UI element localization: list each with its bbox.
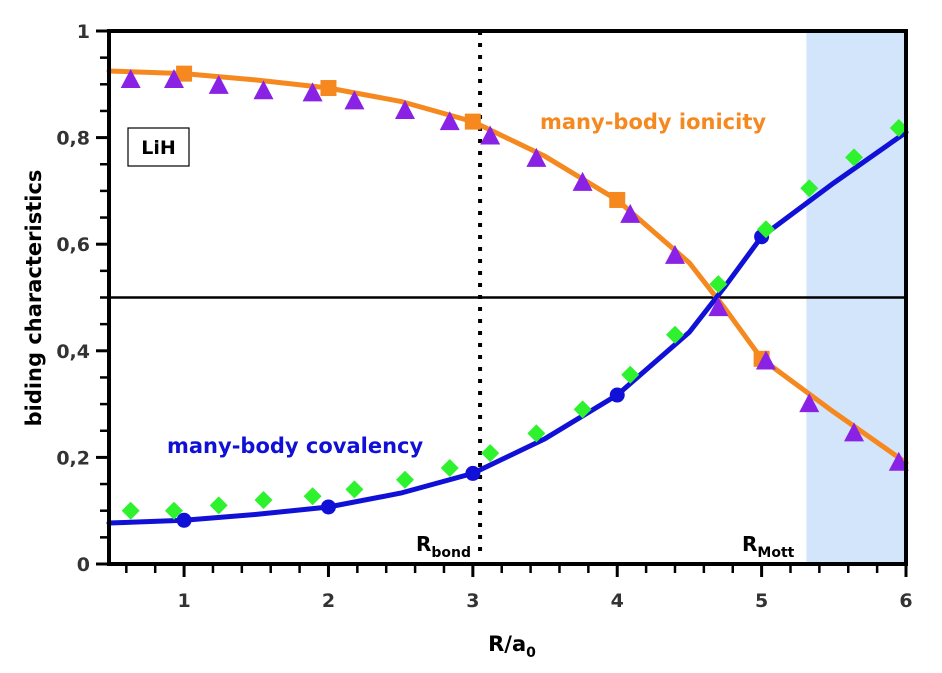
marker-diamond-3-7 (440, 459, 459, 478)
r-mott-sub: Mott (757, 545, 794, 561)
x-tick-label: 2 (322, 590, 335, 612)
marker-triangle-2-16 (844, 422, 865, 442)
marker-diamond-3-0 (121, 501, 140, 520)
marker-triangle-2-5 (344, 90, 365, 110)
marker-triangle-2-3 (253, 80, 274, 100)
x-tick-label: 5 (755, 590, 768, 612)
marker-triangle-2-8 (480, 125, 501, 145)
marker-diamond-3-4 (303, 487, 322, 506)
marker-triangle-2-1 (163, 69, 184, 89)
marker-diamond-3-9 (527, 424, 546, 443)
x-axis-label-sub: 0 (526, 645, 536, 661)
marker-diamond-3-16 (845, 148, 864, 167)
marker-diamond-3-11 (621, 365, 640, 384)
r-bond-sub: bond (431, 545, 471, 561)
marker-square-0-0 (176, 65, 193, 82)
marker-square-0-3 (609, 191, 626, 208)
marker-circle-1-0 (176, 512, 192, 528)
marker-triangle-2-4 (302, 82, 323, 102)
series-line-0 (106, 68, 909, 466)
annotation-ionicity: many-body ionicity (540, 110, 766, 134)
y-tick-label: 1 (77, 21, 90, 43)
marker-diamond-3-6 (395, 470, 414, 489)
marker-diamond-3-1 (164, 501, 183, 520)
marker-circle-1-2 (465, 465, 481, 481)
r-mott-main: R (742, 532, 757, 556)
marker-diamond-3-3 (254, 491, 273, 510)
series-markers-group (120, 65, 909, 528)
marker-triangle-2-10 (572, 171, 593, 191)
x-tick-label: 1 (177, 590, 190, 612)
marker-triangle-2-7 (439, 111, 460, 131)
y-tick-label: 0 (77, 554, 90, 576)
marker-diamond-3-14 (756, 220, 775, 239)
axes-group: 1 2 3 4 5 6 0 0,2 0,4 0,6 0,8 1 (56, 21, 912, 612)
x-tick-label: 4 (611, 590, 624, 612)
annotation-covalency: many-body covalency (167, 434, 423, 458)
y-tick-label: 0,8 (56, 128, 90, 150)
x-tick-label: 3 (466, 590, 479, 612)
marker-triangle-2-0 (120, 69, 141, 89)
x-axis-label-main: R/a (488, 632, 526, 656)
series-line-1 (106, 129, 909, 526)
y-tick-label: 0,4 (56, 341, 90, 363)
marker-circle-1-1 (320, 499, 336, 515)
x-tick-label: 6 (899, 590, 912, 612)
y-tick-label: 0,6 (56, 234, 90, 256)
marker-diamond-3-17 (889, 119, 908, 138)
marker-diamond-3-5 (345, 480, 364, 499)
marker-diamond-3-15 (800, 179, 819, 198)
marker-triangle-2-11 (620, 203, 641, 223)
marker-triangle-2-9 (526, 147, 547, 167)
marker-diamond-3-10 (573, 400, 592, 419)
marker-diamond-3-2 (209, 496, 228, 515)
badge: LiH (127, 127, 190, 167)
marker-diamond-3-12 (665, 325, 684, 344)
marker-square-0-1 (320, 80, 337, 97)
marker-triangle-2-14 (755, 350, 776, 370)
y-axis-label: biding characteristics (22, 170, 46, 427)
marker-diamond-3-13 (709, 275, 728, 294)
marker-triangle-2-6 (394, 99, 415, 119)
marker-triangle-2-13 (708, 297, 729, 317)
marker-diamond-3-8 (481, 444, 500, 463)
y-tick-label: 0,2 (56, 447, 90, 469)
r-bond-main: R (416, 532, 431, 556)
marker-triangle-2-12 (664, 244, 685, 264)
marker-triangle-2-2 (208, 74, 229, 94)
x-axis-label: R/a0 (488, 632, 536, 661)
marker-triangle-2-15 (799, 393, 820, 413)
r-bond-label: Rbond (416, 532, 471, 561)
marker-square-0-2 (464, 113, 481, 130)
badge-box (127, 127, 190, 167)
badge-text: LiH (141, 137, 176, 159)
marker-circle-1-3 (609, 387, 625, 403)
marker-triangle-2-17 (888, 451, 909, 471)
r-mott-label: RMott (742, 532, 795, 561)
